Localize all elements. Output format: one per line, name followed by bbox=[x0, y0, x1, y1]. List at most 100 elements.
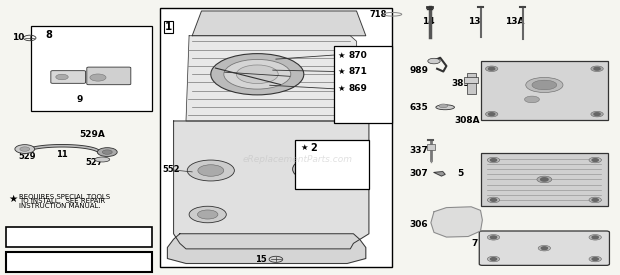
Polygon shape bbox=[186, 36, 356, 121]
Circle shape bbox=[313, 165, 332, 173]
Circle shape bbox=[198, 210, 218, 219]
Text: 337: 337 bbox=[409, 146, 428, 155]
Text: ★: ★ bbox=[338, 51, 345, 59]
Circle shape bbox=[537, 176, 552, 183]
Polygon shape bbox=[192, 11, 366, 36]
Circle shape bbox=[20, 147, 30, 151]
Circle shape bbox=[487, 157, 500, 163]
Circle shape bbox=[211, 54, 304, 95]
FancyBboxPatch shape bbox=[467, 73, 476, 94]
Circle shape bbox=[490, 159, 497, 161]
Text: 870: 870 bbox=[348, 51, 367, 59]
Text: 7: 7 bbox=[471, 239, 477, 248]
Circle shape bbox=[592, 258, 598, 260]
Text: 529: 529 bbox=[19, 152, 36, 161]
Circle shape bbox=[187, 160, 234, 181]
Text: 13A: 13A bbox=[505, 18, 525, 26]
Circle shape bbox=[236, 65, 278, 84]
Text: INSTRUCTION MANUAL.: INSTRUCTION MANUAL. bbox=[19, 203, 100, 209]
Text: 308A: 308A bbox=[454, 116, 480, 125]
Ellipse shape bbox=[526, 78, 563, 93]
Circle shape bbox=[489, 113, 495, 116]
Circle shape bbox=[90, 74, 106, 81]
Circle shape bbox=[525, 96, 539, 103]
Circle shape bbox=[198, 165, 224, 176]
FancyBboxPatch shape bbox=[334, 46, 392, 123]
FancyBboxPatch shape bbox=[480, 153, 608, 206]
Circle shape bbox=[487, 235, 500, 240]
FancyBboxPatch shape bbox=[6, 227, 152, 247]
Circle shape bbox=[592, 199, 598, 201]
Text: 9: 9 bbox=[76, 95, 82, 104]
Circle shape bbox=[485, 66, 498, 72]
Text: 989: 989 bbox=[409, 66, 428, 75]
Circle shape bbox=[490, 258, 497, 260]
Circle shape bbox=[189, 206, 226, 223]
FancyBboxPatch shape bbox=[479, 231, 609, 265]
Circle shape bbox=[594, 67, 600, 70]
Text: 1058 OWNER'S MANUAL: 1058 OWNER'S MANUAL bbox=[13, 257, 144, 267]
Text: 1019 LABEL KIT: 1019 LABEL KIT bbox=[36, 232, 122, 242]
Circle shape bbox=[224, 59, 291, 89]
Circle shape bbox=[592, 159, 598, 161]
Text: 1: 1 bbox=[165, 22, 172, 32]
Text: 8: 8 bbox=[45, 30, 52, 40]
Text: 10: 10 bbox=[12, 33, 25, 42]
Circle shape bbox=[589, 197, 601, 203]
Circle shape bbox=[490, 199, 497, 201]
FancyBboxPatch shape bbox=[87, 67, 131, 85]
Text: 13: 13 bbox=[468, 18, 481, 26]
Circle shape bbox=[485, 111, 498, 117]
Ellipse shape bbox=[95, 157, 110, 162]
Ellipse shape bbox=[532, 80, 557, 90]
Circle shape bbox=[487, 256, 500, 262]
Text: ★: ★ bbox=[338, 67, 345, 76]
Text: eReplacementParts.com: eReplacementParts.com bbox=[242, 155, 353, 164]
Circle shape bbox=[594, 113, 600, 116]
FancyBboxPatch shape bbox=[295, 140, 369, 189]
FancyBboxPatch shape bbox=[51, 71, 86, 83]
Circle shape bbox=[589, 235, 601, 240]
FancyBboxPatch shape bbox=[31, 26, 152, 111]
Circle shape bbox=[439, 104, 448, 108]
Circle shape bbox=[487, 197, 500, 203]
Text: 383: 383 bbox=[451, 79, 470, 88]
Circle shape bbox=[589, 256, 601, 262]
Text: 11: 11 bbox=[56, 150, 68, 159]
Text: 869: 869 bbox=[348, 84, 367, 93]
FancyBboxPatch shape bbox=[160, 8, 392, 267]
Circle shape bbox=[592, 236, 598, 239]
Circle shape bbox=[589, 157, 601, 163]
Circle shape bbox=[97, 148, 117, 156]
Text: 635: 635 bbox=[409, 103, 428, 112]
Ellipse shape bbox=[436, 105, 454, 110]
Text: 306: 306 bbox=[409, 220, 428, 229]
Text: 871: 871 bbox=[348, 67, 367, 76]
Circle shape bbox=[541, 178, 548, 181]
Circle shape bbox=[541, 247, 547, 250]
Polygon shape bbox=[174, 121, 369, 249]
Circle shape bbox=[489, 67, 495, 70]
Text: 527: 527 bbox=[86, 158, 103, 167]
Text: TO INSTALL.  SEE REPAIR: TO INSTALL. SEE REPAIR bbox=[19, 198, 105, 204]
Text: ★: ★ bbox=[300, 144, 308, 152]
Text: ★: ★ bbox=[9, 194, 18, 204]
Polygon shape bbox=[434, 172, 445, 176]
Text: 5: 5 bbox=[457, 169, 463, 178]
Text: 552: 552 bbox=[162, 165, 180, 174]
Circle shape bbox=[56, 74, 68, 80]
Text: 15: 15 bbox=[255, 255, 267, 264]
Text: 529A: 529A bbox=[79, 130, 105, 139]
Text: 307: 307 bbox=[409, 169, 428, 178]
Text: 14: 14 bbox=[422, 18, 434, 26]
Text: 3: 3 bbox=[303, 177, 308, 186]
Circle shape bbox=[538, 245, 551, 251]
Circle shape bbox=[293, 156, 352, 182]
Circle shape bbox=[15, 145, 35, 153]
Text: 2: 2 bbox=[310, 143, 317, 153]
Circle shape bbox=[304, 161, 341, 177]
Text: 718: 718 bbox=[370, 10, 387, 19]
Polygon shape bbox=[167, 234, 366, 263]
Circle shape bbox=[490, 236, 497, 239]
Circle shape bbox=[591, 111, 603, 117]
